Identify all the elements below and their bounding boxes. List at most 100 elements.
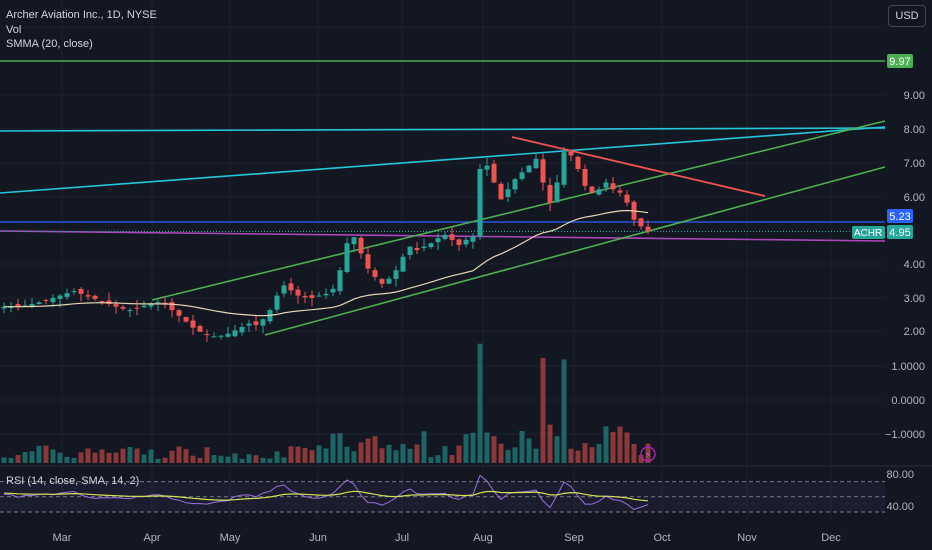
candle: [169, 298, 175, 318]
rsi-ma-line: [3, 490, 649, 502]
volume-bars: [1, 343, 651, 463]
volume-bar: [211, 455, 217, 463]
symbol-badge-label: ACHR: [854, 228, 882, 239]
candle: [540, 153, 546, 191]
volume-bar: [22, 452, 28, 463]
time-tick-label: Nov: [737, 532, 757, 544]
volume-bar: [204, 447, 210, 463]
volume-bar: [148, 449, 154, 463]
volume-bar: [197, 457, 203, 463]
lightning-icon: ⚡: [644, 450, 651, 461]
candle: [162, 297, 168, 309]
volume-bar: [64, 456, 70, 463]
candle: [295, 285, 301, 304]
time-tick-label: Dec: [821, 532, 841, 544]
candle: [176, 309, 182, 323]
volume-bar: [498, 443, 504, 463]
volume-bar: [491, 436, 497, 463]
currency-button[interactable]: USD: [888, 5, 926, 27]
candle: [463, 237, 469, 248]
candle: [358, 236, 364, 259]
volume-bar: [603, 426, 609, 463]
price-tick-label: −1.0000: [885, 429, 925, 441]
candle: [393, 265, 399, 287]
candle: [85, 290, 91, 300]
volume-bar: [610, 432, 616, 463]
volume-bar: [274, 451, 280, 463]
descending-red-line: [511, 136, 766, 197]
smma-20-line: [4, 209, 649, 317]
rsi-tick-label: 40.00: [886, 501, 914, 513]
candle: [225, 327, 231, 338]
time-tick-label: Jul: [395, 532, 409, 544]
volume-bar: [120, 448, 126, 463]
volume-bar: [302, 447, 308, 463]
volume-bar: [477, 343, 483, 463]
candles: [1, 146, 651, 343]
candle: [575, 155, 581, 172]
volume-bar: [393, 450, 399, 463]
price-badge: [887, 54, 913, 68]
candle: [106, 292, 112, 307]
volume-bar: [8, 457, 14, 463]
volume-bar: [638, 455, 644, 463]
price-tick-label: 3.00: [904, 293, 925, 305]
candle: [204, 329, 210, 343]
price-badge-label: 9.97: [889, 56, 910, 68]
rsi-pane: [0, 474, 885, 513]
candle: [533, 153, 539, 169]
volume-bar: [372, 436, 378, 463]
candle: [323, 288, 329, 299]
volume-bar: [463, 434, 469, 463]
volume-bar: [169, 450, 175, 463]
price-tick-label: 7.00: [904, 158, 925, 170]
candle: [281, 280, 287, 298]
volume-bar: [92, 452, 98, 463]
time-tick-label: Aug: [473, 532, 493, 544]
price-tick-label: 9.00: [904, 90, 925, 102]
candle: [477, 163, 483, 240]
candle: [36, 300, 42, 305]
candle: [267, 308, 273, 324]
candle: [596, 186, 602, 196]
volume-bar: [526, 438, 532, 463]
volume-bar: [71, 457, 77, 463]
candle: [246, 319, 252, 332]
volume-bar: [50, 449, 56, 463]
candle: [561, 146, 567, 188]
candle: [211, 332, 217, 338]
volume-bar: [309, 450, 315, 463]
lower-channel-line: [264, 166, 886, 336]
volume-bar: [78, 452, 84, 463]
volume-bar: [330, 433, 336, 463]
candle: [155, 299, 161, 311]
volume-bar: [386, 444, 392, 463]
candle: [407, 246, 413, 260]
price-tick-label: 2.00: [904, 326, 925, 338]
volume-bar: [267, 458, 273, 463]
volume-bar: [344, 446, 350, 463]
volume-bar: [57, 452, 63, 463]
volume-bar: [1, 457, 7, 463]
volume-bar: [246, 454, 252, 463]
volume-bar: [183, 449, 189, 463]
candle: [582, 164, 588, 191]
volume-bar: [470, 432, 476, 463]
price-tick-label: 0.0000: [891, 395, 925, 407]
upper-channel-line: [151, 120, 886, 301]
volume-bar: [85, 448, 91, 463]
volume-bar: [260, 457, 266, 463]
candle: [15, 299, 21, 311]
price-badge: [887, 209, 913, 223]
candle: [484, 157, 490, 176]
volume-bar: [29, 451, 35, 463]
candle: [638, 217, 644, 230]
time-tick-label: May: [220, 532, 241, 544]
volume-bar: [407, 448, 413, 463]
volume-bar: [316, 445, 322, 463]
candle: [239, 322, 245, 336]
candle: [253, 315, 259, 331]
candle: [624, 190, 630, 207]
candle: [435, 233, 441, 251]
